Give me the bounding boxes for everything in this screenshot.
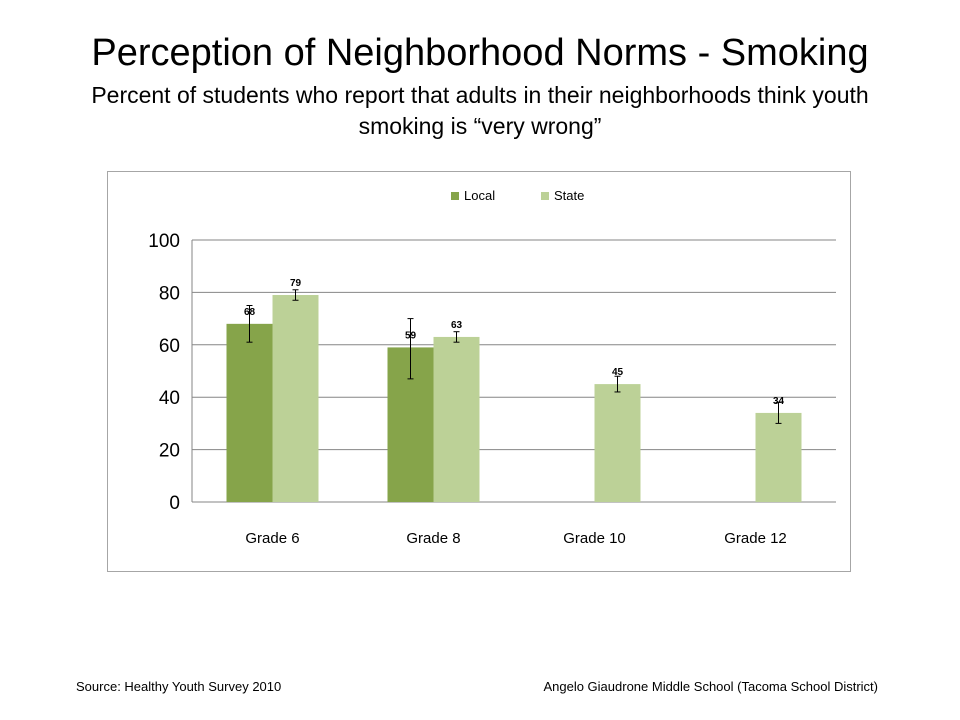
legend-label-state: State bbox=[554, 188, 584, 203]
data-label: 79 bbox=[290, 278, 302, 289]
legend-swatch-state bbox=[541, 192, 549, 200]
bar-state-grade-10 bbox=[594, 384, 641, 502]
data-label: 59 bbox=[405, 330, 417, 341]
bar-state-grade-12 bbox=[755, 412, 802, 502]
x-tick-label: Grade 10 bbox=[563, 530, 626, 547]
school-note: Angelo Giaudrone Middle School (Tacoma S… bbox=[543, 679, 878, 694]
legend-swatch-local bbox=[451, 192, 459, 200]
data-label: 34 bbox=[773, 396, 785, 407]
slide-title: Perception of Neighborhood Norms - Smoki… bbox=[91, 32, 869, 74]
y-tick-label: 60 bbox=[159, 336, 180, 357]
chart-area: 0 20 40 60 80 100 68 79 Grade 6 59 63 Grade 8 45 Grad… bbox=[107, 171, 851, 572]
y-tick-label: 0 bbox=[169, 493, 180, 514]
slide-subtitle: Percent of students who report that adul… bbox=[91, 82, 869, 139]
source-note: Source: Healthy Youth Survey 2010 bbox=[76, 679, 282, 694]
x-tick-label: Grade 6 bbox=[245, 530, 299, 547]
bar-local-grade-6 bbox=[226, 323, 273, 502]
y-tick-label: 80 bbox=[159, 283, 180, 304]
x-tick-label: Grade 8 bbox=[406, 530, 460, 547]
y-tick-label: 40 bbox=[159, 388, 180, 409]
data-label: 45 bbox=[612, 367, 624, 378]
x-tick-label: Grade 12 bbox=[724, 530, 787, 547]
bar-chart: 0 20 40 60 80 100 68 79 Grade 6 59 63 Grade 8 45 Grad… bbox=[148, 188, 836, 547]
data-label: 63 bbox=[451, 320, 463, 331]
y-tick-label: 20 bbox=[159, 441, 180, 462]
bar-state-grade-6 bbox=[272, 295, 319, 502]
y-tick-label: 100 bbox=[148, 231, 180, 252]
legend-label-local: Local bbox=[464, 188, 495, 203]
data-label: 68 bbox=[244, 307, 256, 318]
bar-state-grade-8 bbox=[433, 336, 480, 502]
